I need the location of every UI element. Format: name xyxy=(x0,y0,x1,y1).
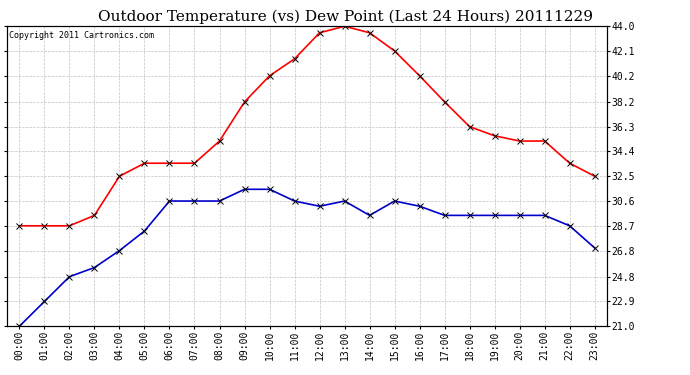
Text: Outdoor Temperature (vs) Dew Point (Last 24 Hours) 20111229: Outdoor Temperature (vs) Dew Point (Last… xyxy=(97,9,593,24)
Text: Copyright 2011 Cartronics.com: Copyright 2011 Cartronics.com xyxy=(9,31,154,40)
